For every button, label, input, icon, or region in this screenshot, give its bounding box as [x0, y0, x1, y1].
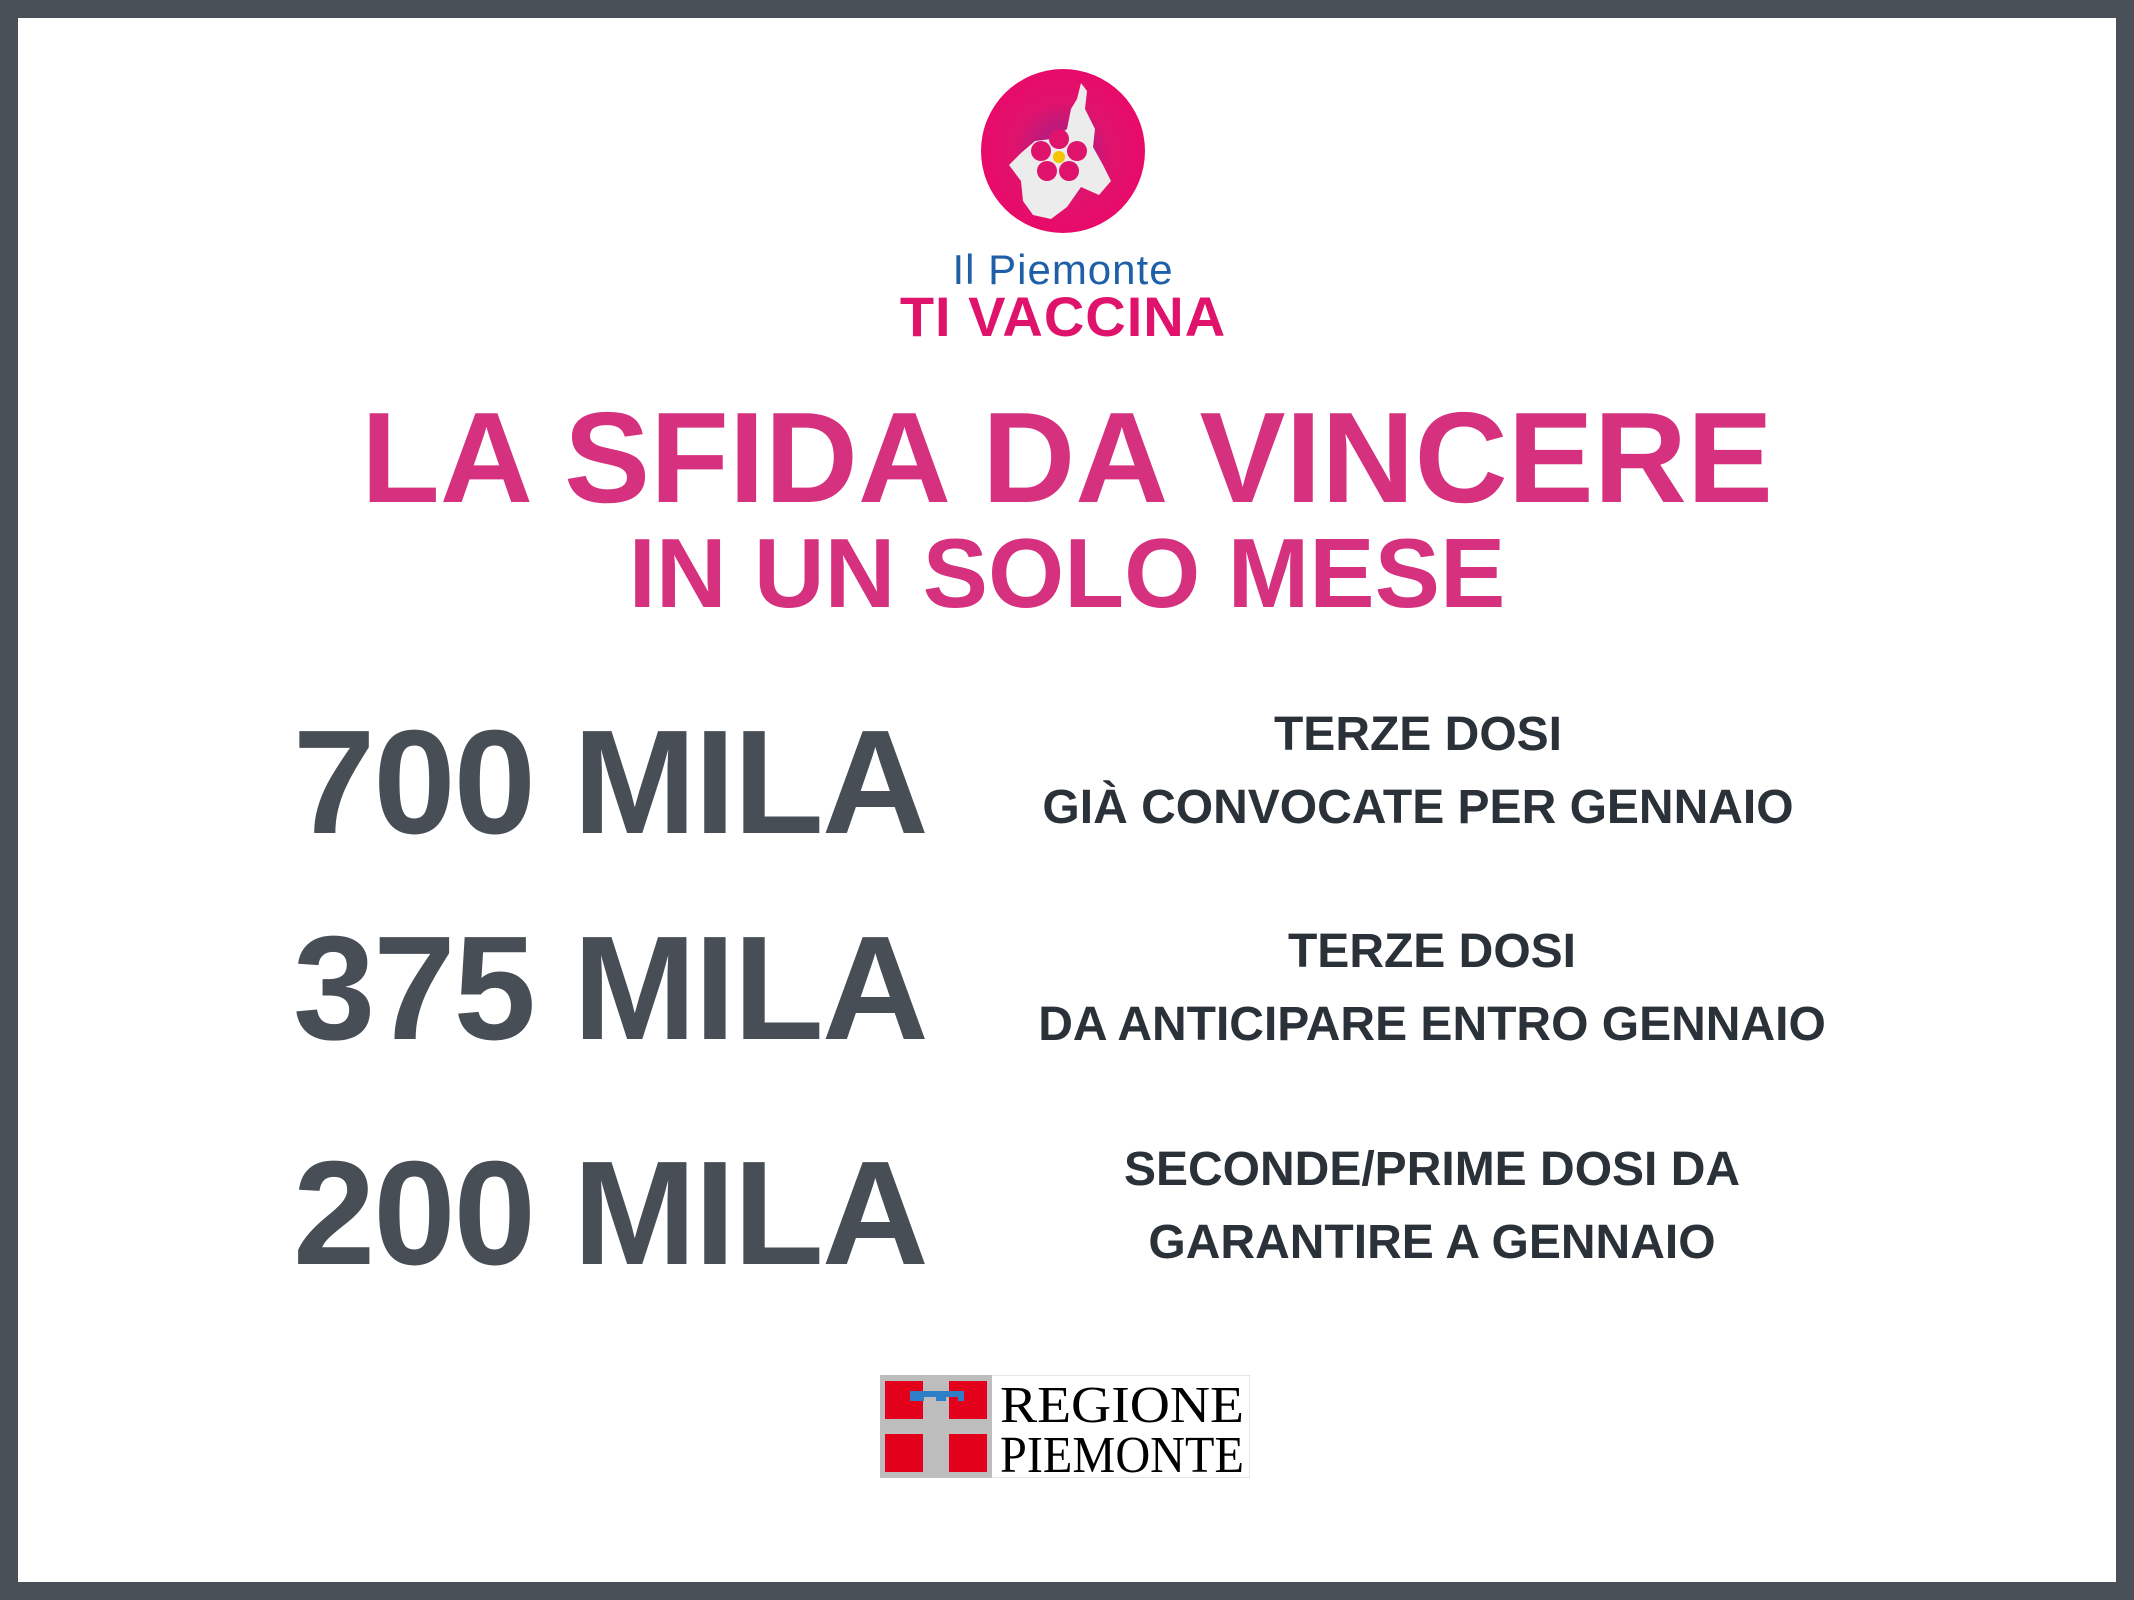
- regione-piemonte-logo: REGIONE PIEMONTE: [880, 1375, 1250, 1478]
- headline-subtitle: IN UN SOLO MESE: [628, 518, 1506, 628]
- stat-description-200: SECONDE/PRIME DOSI DA GARANTIRE A GENNAI…: [1124, 1133, 1740, 1279]
- stat-line1: TERZE DOSI: [1287, 925, 1577, 978]
- stat-description-375: TERZE DOSI DA ANTICIPARE ENTRO GENNAIO: [1038, 915, 1826, 1061]
- poster: [18, 18, 2116, 1582]
- piemonte-text: PIEMONTE: [1000, 1427, 1244, 1478]
- stat-value-200: 200 MILA: [293, 1131, 929, 1296]
- logo-text-il-piemonte: Il Piemonte: [952, 246, 1174, 293]
- stat-line2: GIÀ CONVOCATE PER GENNAIO: [1042, 781, 1794, 834]
- stat-line1: TERZE DOSI: [1273, 708, 1563, 761]
- regione-text: REGIONE: [1000, 1377, 1244, 1434]
- stat-line2: GARANTIRE A GENNAIO: [1148, 1216, 1716, 1269]
- stat-value-700: 700 MILA: [293, 700, 929, 865]
- logo-text-ti-vaccina: TI VACCINA: [899, 285, 1227, 348]
- stat-line1: SECONDE/PRIME DOSI DA: [1123, 1143, 1741, 1196]
- stat-line2: DA ANTICIPARE ENTRO GENNAIO: [1038, 998, 1826, 1051]
- headline-title: LA SFIDA DA VINCERE: [361, 386, 1773, 530]
- piemonte-ti-vaccina-logo-icon: [981, 69, 1145, 233]
- stat-value-375: 375 MILA: [293, 906, 929, 1071]
- stat-description-700: TERZE DOSI GIÀ CONVOCATE PER GENNAIO: [1042, 698, 1793, 844]
